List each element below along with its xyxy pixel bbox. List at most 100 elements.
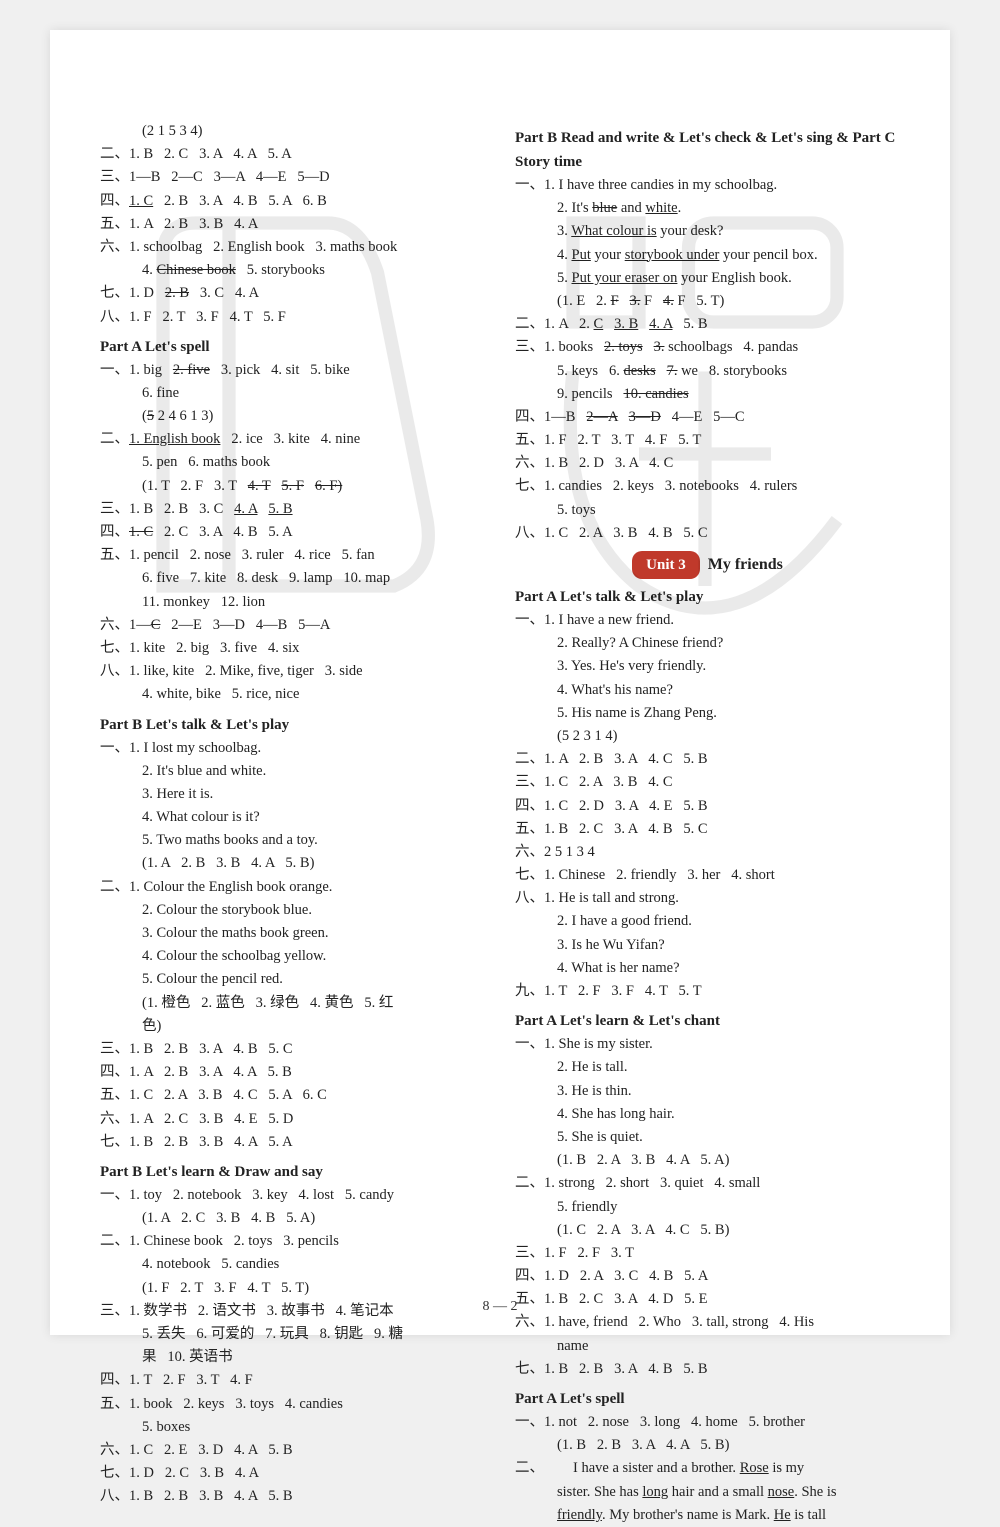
- answer-line: 三、1. books 2. toys 3. schoolbags 4. pand…: [515, 336, 900, 359]
- answer-line: 六、1. A 2. C 3. B 4. E 5. D: [100, 1108, 485, 1131]
- underline-text: storybook under: [625, 247, 720, 263]
- text: [603, 316, 614, 332]
- strike-text: 10. candies: [623, 386, 688, 402]
- text: 2. It's: [557, 200, 592, 216]
- underline-text: nose: [768, 1484, 795, 1500]
- answer-line: 七、1. candies 2. keys 3. notebooks 4. rul…: [515, 475, 900, 498]
- text: is tall: [791, 1507, 826, 1523]
- answer-line: 七、1. D 2. B 3. C 4. A: [100, 282, 485, 305]
- text: [618, 409, 629, 425]
- answer-line: 2. Colour the storybook blue.: [100, 899, 485, 922]
- underline-text: 4. A: [234, 501, 257, 517]
- answer-line: 5. toys: [515, 499, 900, 522]
- answer-line: 四、1. A 2. B 3. A 4. A 5. B: [100, 1061, 485, 1084]
- underline-text: 3. B: [614, 316, 638, 332]
- text: 四、: [100, 524, 129, 540]
- answer-line: 六、1. C 2. E 3. D 4. A 5. B: [100, 1439, 485, 1462]
- text: 四、1—B: [515, 409, 586, 425]
- answer-line: 七、1. D 2. C 3. B 4. A: [100, 1462, 485, 1485]
- answer-line: 4. She has long hair.: [515, 1103, 900, 1126]
- text: . My brother's name is Mark.: [602, 1507, 774, 1523]
- answer-line: (2 1 5 3 4): [100, 120, 485, 143]
- answer-line: 2. Really? A Chinese friend?: [515, 632, 900, 655]
- underline-text: 1. C: [129, 193, 153, 209]
- strike-text: 5: [147, 408, 154, 424]
- strike-text: 4. T: [248, 478, 271, 494]
- answer-line: 5. Put your eraser on your English book.: [515, 267, 900, 290]
- answer-line: 二、1. Chinese book 2. toys 3. pencils: [100, 1230, 485, 1253]
- strike-text: C: [151, 617, 161, 633]
- answer-line: (5 2 4 6 1 3): [100, 405, 485, 428]
- answer-line: (1. A 2. B 3. B 4. A 5. B): [100, 852, 485, 875]
- answer-line: 4. What colour is it?: [100, 806, 485, 829]
- strike-text: 6. F): [315, 478, 342, 494]
- text: 5. storybooks: [236, 262, 325, 278]
- answer-line: 5. boxes: [100, 1416, 485, 1439]
- answer-line: 二、1. Colour the English book orange.: [100, 876, 485, 899]
- strike-text: 2. toys: [604, 339, 643, 355]
- answer-line: 一、1. I have three candies in my schoolba…: [515, 174, 900, 197]
- underline-text: What colour is: [571, 223, 656, 239]
- answer-line: 5. 丢失 6. 可爱的 7. 玩具 8. 钥匙 9. 糖: [100, 1323, 485, 1346]
- answer-line: 6. fine: [100, 382, 485, 405]
- answer-line: 八、1. C 2. A 3. B 4. B 5. C: [515, 522, 900, 545]
- underline-text: friendly: [557, 1507, 602, 1523]
- answer-line: 二、 I have a sister and a brother. Rose i…: [515, 1457, 900, 1480]
- text: (1. T 2. F 3. T: [142, 478, 248, 494]
- answer-line: 七、1. kite 2. big 3. five 4. six: [100, 637, 485, 660]
- answer-line: (1. F 2. T 3. F 4. T 5. T): [100, 1277, 485, 1300]
- answer-line: (1. C 2. A 3. A 4. C 5. B): [515, 1219, 900, 1242]
- strike-text: 2. B: [165, 285, 189, 301]
- answer-line: 11. monkey 12. lion: [100, 591, 485, 614]
- section-heading: Part B Read and write & Let's check & Le…: [515, 126, 900, 174]
- text: F 5. T): [674, 293, 725, 309]
- answer-line: 3. He is thin.: [515, 1080, 900, 1103]
- text: [643, 339, 654, 355]
- text: 四、: [100, 193, 129, 209]
- answer-line: 4. notebook 5. candies: [100, 1253, 485, 1276]
- text: [638, 316, 649, 332]
- text: schoolbags 4. pandas: [664, 339, 798, 355]
- text: 三、1. books: [515, 339, 604, 355]
- answer-line: 九、1. T 2. F 3. F 4. T 5. T: [515, 980, 900, 1003]
- underline-text: Put: [572, 247, 591, 263]
- answer-line: 一、1. big 2. five 3. pick 4. sit 5. bike: [100, 359, 485, 382]
- section-heading: Part B Let's learn & Draw and say: [100, 1160, 485, 1184]
- answer-line: 四、1. T 2. F 3. T 4. F: [100, 1369, 485, 1392]
- answer-line: 四、1. C 2. D 3. A 4. E 5. B: [515, 795, 900, 818]
- answer-line: 色): [100, 1015, 485, 1038]
- text: 二、 I have a sister and a brother.: [515, 1460, 740, 1476]
- text: 9. pencils: [557, 386, 623, 402]
- text: 2. C 3. A 4. B 5. A: [153, 524, 292, 540]
- section-heading: Part A Let's spell: [100, 335, 485, 359]
- text: [258, 501, 269, 517]
- answer-line: 五、1. C 2. A 3. B 4. C 5. A 6. C: [100, 1084, 485, 1107]
- text: .: [678, 200, 682, 216]
- text: [304, 478, 315, 494]
- text: 4—E 5—C: [661, 409, 745, 425]
- strike-text: 3—D: [629, 409, 661, 425]
- text: 2—E 3—D 4—B 5—A: [160, 617, 330, 633]
- text: 三、1. B 2. B 3. C: [100, 501, 234, 517]
- answer-line: 4. What is her name?: [515, 957, 900, 980]
- strike-text: blue: [592, 200, 617, 216]
- text: 2. B 3. A 4. B 5. A 6. B: [153, 193, 327, 209]
- strike-text: 7.: [667, 363, 678, 379]
- answer-line: 一、1. She is my sister.: [515, 1033, 900, 1056]
- text: sister. She has: [557, 1484, 642, 1500]
- strike-text: 4.: [663, 293, 674, 309]
- underline-text: 4. A: [649, 316, 672, 332]
- answer-line: 3. Is he Wu Yifan?: [515, 934, 900, 957]
- text: 2. ice 3. kite 4. nine: [220, 431, 360, 447]
- answer-line: (1. B 2. A 3. B 4. A 5. A): [515, 1149, 900, 1172]
- strike-text: 1. C: [129, 524, 153, 540]
- answer-line: 二、1. A 2. C 3. B 4. A 5. B: [515, 313, 900, 336]
- text: 一、1. big: [100, 362, 173, 378]
- answer-line: sister. She has long hair and a small no…: [515, 1481, 900, 1504]
- answer-line: 6. five 7. kite 8. desk 9. lamp 10. map: [100, 567, 485, 590]
- underline-text: Put your eraser on: [572, 270, 678, 286]
- underline-text: 5. B: [268, 501, 292, 517]
- answer-line: 五、1. F 2. T 3. T 4. F 5. T: [515, 429, 900, 452]
- answer-line: 4. Put your storybook under your pencil …: [515, 244, 900, 267]
- underline-text: C: [594, 316, 604, 332]
